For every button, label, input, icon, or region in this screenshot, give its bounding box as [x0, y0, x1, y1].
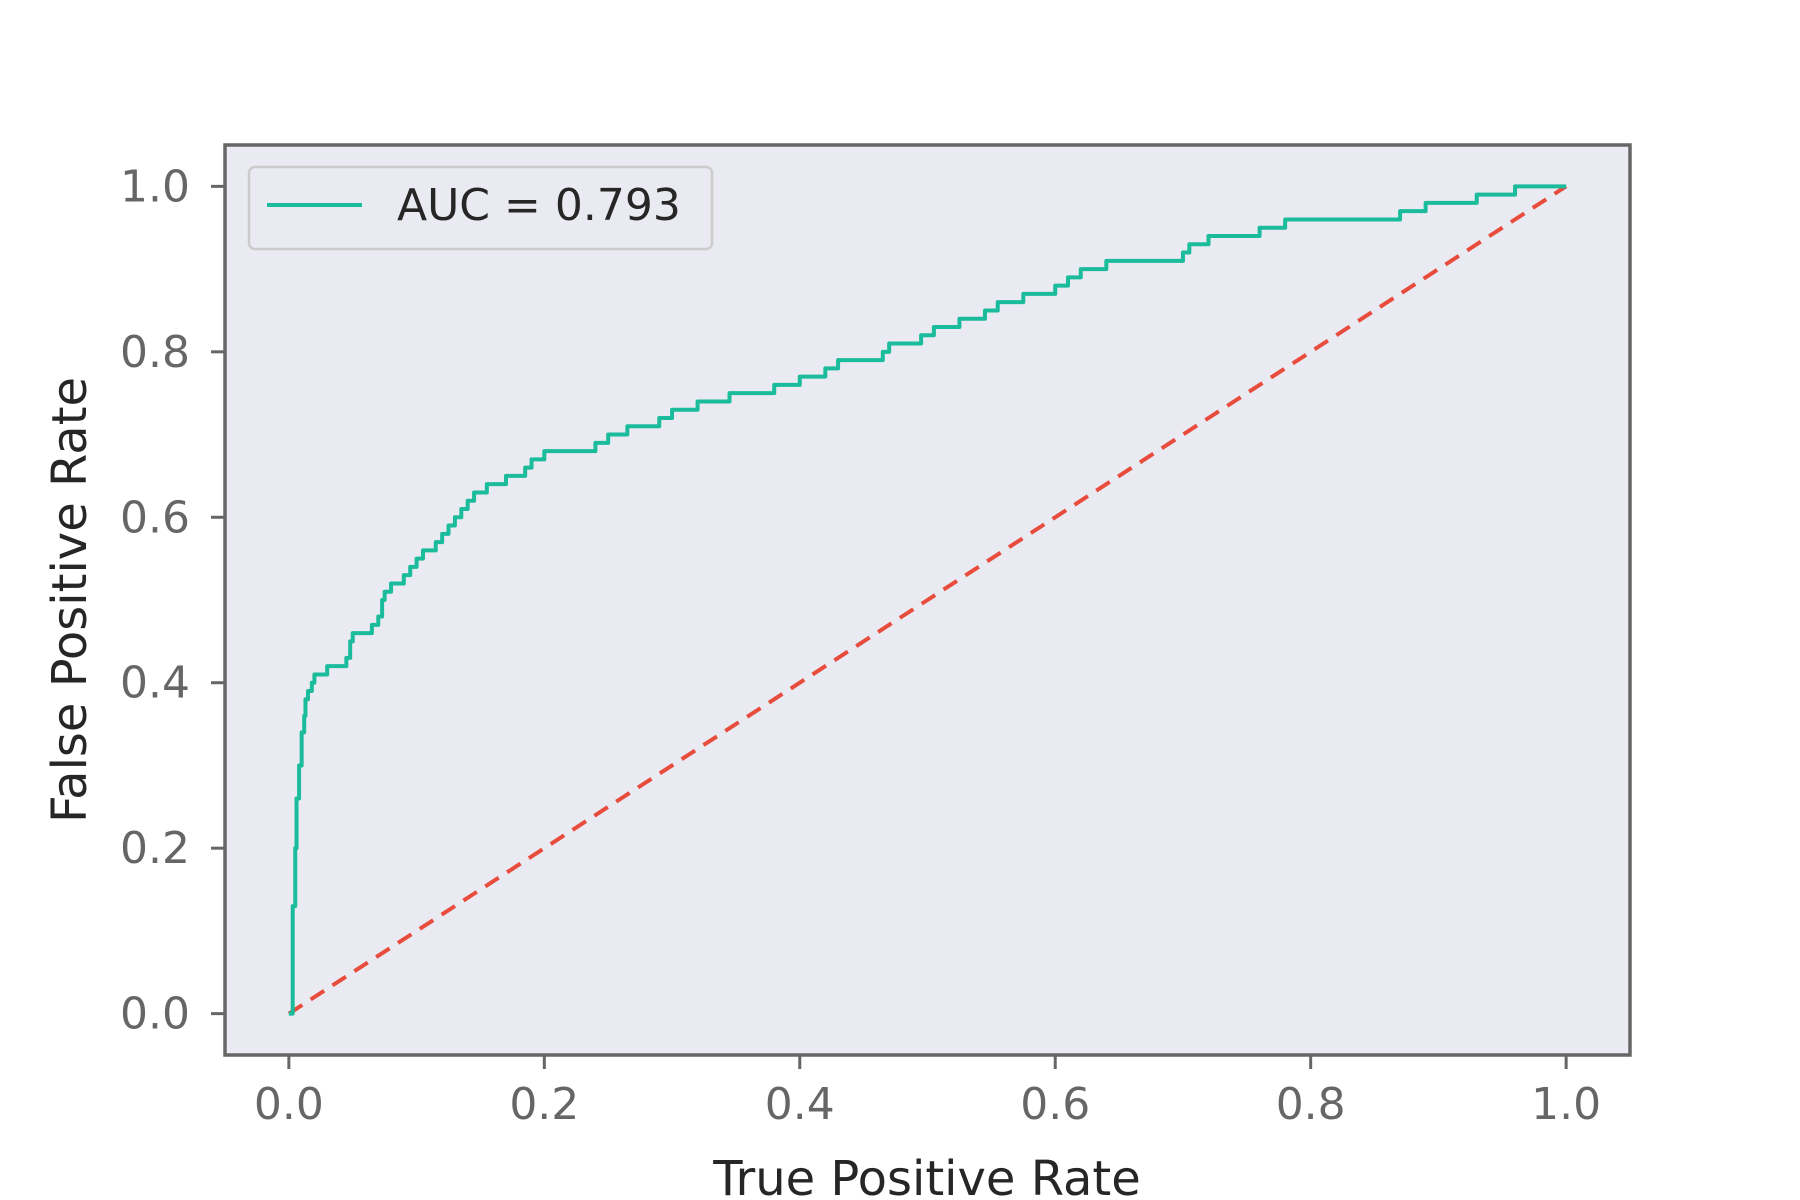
x-tick-label: 0.0 [254, 1079, 324, 1130]
x-tick-label: 0.4 [765, 1079, 835, 1130]
x-tick-label: 0.2 [509, 1079, 579, 1130]
legend-box [247, 165, 714, 251]
ticks-layer: 0.0 0.2 0.4 0.6 0.8 1.0 0.0 0.2 0.4 0.6 0.8 1.0 [120, 161, 1601, 1130]
y-tick-label: 0.2 [120, 823, 190, 874]
x-tick-label: 0.8 [1276, 1079, 1346, 1130]
y-tick-label: 0.6 [120, 492, 190, 543]
series-layer [287, 184, 1568, 1016]
y-tick-label: 0.8 [120, 327, 190, 378]
legend: AUC = 0.793 [247, 165, 714, 251]
y-tick-label: 0.4 [120, 658, 190, 709]
y-tick-label: 1.0 [120, 161, 190, 212]
roc-curve-line [288, 184, 1567, 1016]
x-tick-label: 1.0 [1531, 1079, 1601, 1130]
x-axis-label: True Positive Rate [712, 1151, 1141, 1200]
legend-label: AUC = 0.793 [397, 180, 681, 231]
x-tick-label: 0.6 [1020, 1079, 1090, 1130]
plot-frame [223, 143, 1632, 1057]
y-axis-label: False Positive Rate [42, 377, 98, 823]
y-tick-label: 0.0 [120, 989, 190, 1040]
reference-diagonal-line [287, 184, 1568, 1016]
